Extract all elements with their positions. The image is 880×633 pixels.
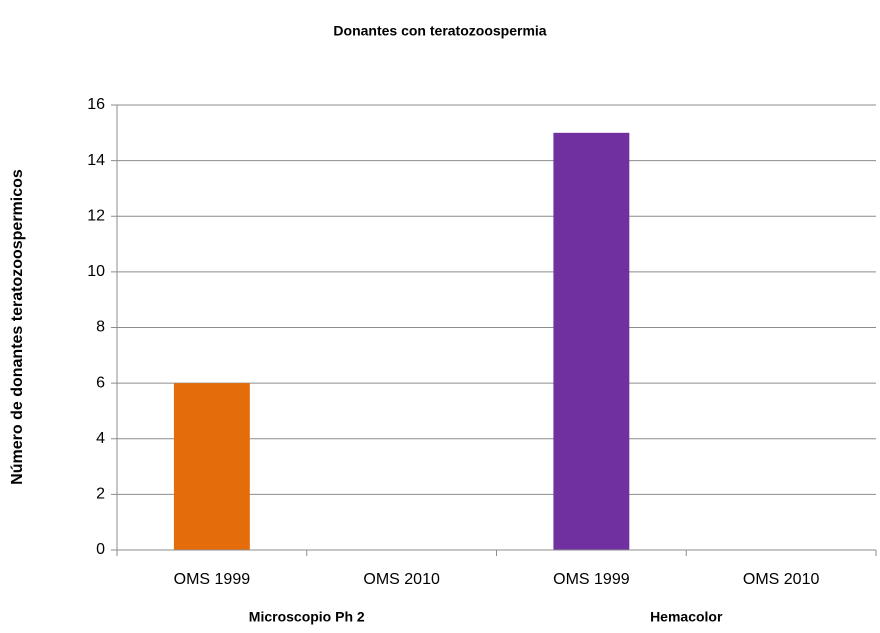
x-tick-label: OMS 2010 <box>743 571 820 588</box>
group-label: Hemacolor <box>650 609 723 625</box>
y-tick-label: 2 <box>96 486 105 503</box>
y-tick-label: 10 <box>87 263 105 280</box>
bar <box>553 132 630 550</box>
y-tick-label: 14 <box>87 152 105 169</box>
y-axis-label: Número de donantes teratozoospermicos <box>9 169 26 485</box>
chart-title: Donantes con teratozoospermia <box>333 23 546 39</box>
bar <box>173 383 250 550</box>
x-tick-label: OMS 1999 <box>553 571 630 588</box>
y-tick-label: 4 <box>96 430 105 447</box>
y-tick-label: 16 <box>87 96 105 113</box>
y-tick-label: 0 <box>96 541 105 558</box>
y-tick-label: 12 <box>87 207 105 224</box>
x-tick-label: OMS 2010 <box>363 571 440 588</box>
x-tick-label: OMS 1999 <box>174 571 251 588</box>
group-label: Microscopio Ph 2 <box>249 609 365 625</box>
y-tick-label: 6 <box>96 374 105 391</box>
y-tick-label: 8 <box>96 319 105 336</box>
